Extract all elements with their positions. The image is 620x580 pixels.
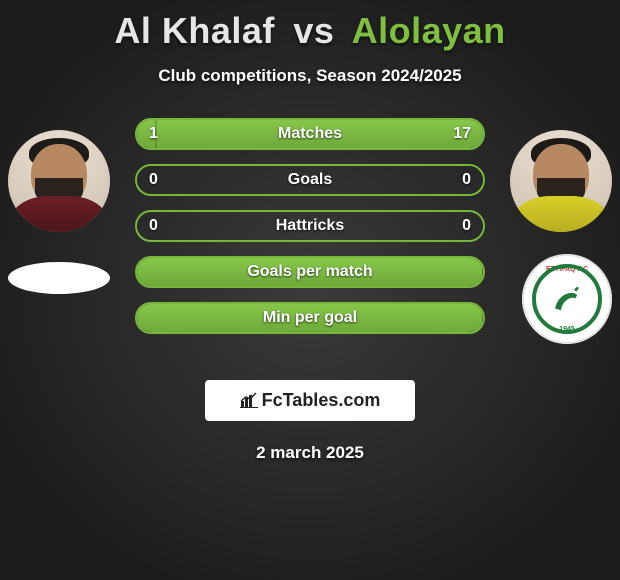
stat-row: Goals0 0 xyxy=(135,164,485,196)
stat-value-right: 0 xyxy=(462,166,471,194)
subtitle: Club competitions, Season 2024/2025 xyxy=(0,66,620,86)
stat-label: Hattricks xyxy=(137,212,483,240)
stat-value-left: 1 xyxy=(149,120,158,148)
player-right-avatar xyxy=(510,130,612,232)
stat-value-left: 0 xyxy=(149,212,158,240)
brand-text: FcTables.com xyxy=(262,390,381,410)
stat-value-right: 0 xyxy=(462,212,471,240)
stat-label: Goals per match xyxy=(137,258,483,286)
club-right-top-text: ETTIFAQ F.C xyxy=(522,266,612,273)
horse-icon xyxy=(550,283,584,313)
page-title: Al Khalaf vs Alolayan xyxy=(0,0,620,52)
stat-row: Hattricks0 0 xyxy=(135,210,485,242)
brand-badge: FcTables.com xyxy=(205,380,415,421)
player-right-name: Alolayan xyxy=(352,10,506,51)
club-right-bottom-text: 1945 xyxy=(522,326,612,333)
player-left-club-logo xyxy=(8,256,110,306)
title-vs: vs xyxy=(293,10,334,51)
player-right-club-logo: ETTIFAQ F.C 1945 xyxy=(522,254,612,344)
player-left-avatar xyxy=(8,130,110,232)
stat-row: Goals per match xyxy=(135,256,485,288)
date-text: 2 march 2025 xyxy=(0,443,620,463)
stat-bars: Matches117Goals00Hattricks00Goals per ma… xyxy=(135,118,485,348)
stat-row: Min per goal xyxy=(135,302,485,334)
stat-label: Goals xyxy=(137,166,483,194)
stats-stage: ETTIFAQ F.C 1945 Matches117Goals00Hattri… xyxy=(0,118,620,378)
player-left-name: Al Khalaf xyxy=(114,10,275,51)
stat-value-right: 17 xyxy=(453,120,471,148)
stat-label: Matches xyxy=(137,120,483,148)
stat-value-left: 0 xyxy=(149,166,158,194)
chart-icon xyxy=(240,392,258,408)
comparison-infographic: Al Khalaf vs Alolayan Club competitions,… xyxy=(0,0,620,580)
stat-row: Matches1 17 xyxy=(135,118,485,150)
stat-label: Min per goal xyxy=(137,304,483,332)
